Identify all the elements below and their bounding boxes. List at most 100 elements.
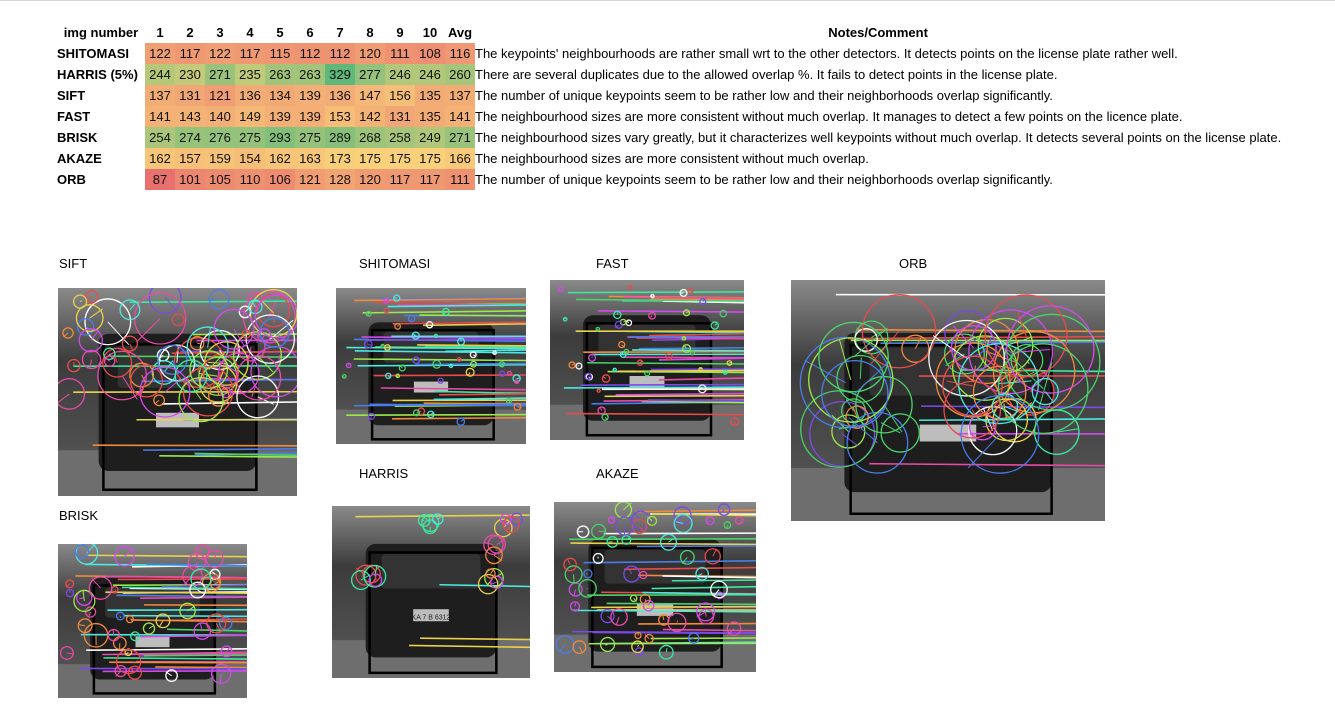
note-cell: The number of unique keypoints seem to b… — [475, 88, 1053, 103]
count-cell: 246 — [385, 64, 415, 85]
image-orb — [791, 280, 1105, 521]
table-header-row: img number 1 2 3 4 5 6 7 8 9 10 Avg Note… — [57, 22, 1281, 43]
count-cell: 173 — [325, 148, 355, 169]
detector-name: FAST — [57, 109, 91, 124]
count-cell: 110 — [235, 169, 265, 190]
table-row: SIFT 137 131 121 136 134 139 136 147 156 135 137 The… — [57, 85, 1281, 106]
count-cell: 131 — [385, 106, 415, 127]
count-cell: 117 — [175, 43, 205, 64]
count-cell: 87 — [145, 169, 175, 190]
count-cell: 230 — [175, 64, 205, 85]
count-cell: 135 — [415, 106, 445, 127]
image-akaze — [554, 502, 756, 672]
avg-cell: 260 — [445, 64, 475, 85]
count-cell: 268 — [355, 127, 385, 148]
count-cell: 246 — [415, 64, 445, 85]
count-cell: 175 — [415, 148, 445, 169]
count-cell: 275 — [295, 127, 325, 148]
count-cell: 293 — [265, 127, 295, 148]
header-col: 2 — [186, 25, 194, 40]
count-cell: 162 — [145, 148, 175, 169]
avg-cell: 271 — [445, 127, 475, 148]
top-divider — [0, 0, 1335, 1]
count-cell: 117 — [235, 43, 265, 64]
note-cell: The keypoints' neighbourhoods are rather… — [475, 46, 1178, 61]
count-cell: 117 — [385, 169, 415, 190]
count-cell: 139 — [265, 106, 295, 127]
detector-name: AKAZE — [57, 151, 102, 166]
count-cell: 142 — [355, 106, 385, 127]
header-col: 9 — [396, 25, 404, 40]
note-cell: There are several duplicates due to the … — [475, 67, 1058, 82]
header-notes: Notes/Comment — [828, 25, 928, 40]
count-cell: 289 — [325, 127, 355, 148]
count-cell: 108 — [415, 43, 445, 64]
note-cell: The neighbourhood sizes are more consist… — [475, 151, 869, 166]
count-cell: 128 — [325, 169, 355, 190]
count-cell: 106 — [265, 169, 295, 190]
count-cell: 163 — [295, 148, 325, 169]
table-row: ORB 87 101 105 110 106 121 128 120 117 117 111 The n… — [57, 169, 1281, 190]
header-col: 6 — [306, 25, 314, 40]
count-cell: 254 — [145, 127, 175, 148]
header-col: 1 — [156, 25, 164, 40]
count-cell: 122 — [145, 43, 175, 64]
count-cell: 115 — [265, 43, 295, 64]
count-cell: 263 — [265, 64, 295, 85]
table-row: AKAZE 162 157 159 154 162 163 173 175 175 175 166 Th… — [57, 148, 1281, 169]
count-cell: 141 — [145, 106, 175, 127]
caption-sift: SIFT — [59, 256, 88, 271]
table-row: FAST 141 143 140 149 139 139 153 142 131 135 141 The… — [57, 106, 1281, 127]
count-cell: 143 — [175, 106, 205, 127]
count-cell: 105 — [205, 169, 235, 190]
table-row: HARRIS (5%) 244 230 271 235 263 263 329 277 246 24… — [57, 64, 1281, 85]
image-fast — [550, 280, 744, 440]
count-cell: 136 — [235, 85, 265, 106]
count-cell: 153 — [325, 106, 355, 127]
header-col-avg: Avg — [447, 25, 473, 40]
header-col: 5 — [276, 25, 284, 40]
count-cell: 159 — [205, 148, 235, 169]
count-cell: 157 — [175, 148, 205, 169]
count-cell: 137 — [145, 85, 175, 106]
count-cell: 175 — [355, 148, 385, 169]
caption-brisk: BRISK — [59, 508, 99, 523]
count-cell: 175 — [385, 148, 415, 169]
count-cell: 122 — [205, 43, 235, 64]
count-cell: 111 — [385, 43, 415, 64]
image-shitomasi — [336, 288, 526, 444]
count-cell: 139 — [295, 106, 325, 127]
count-cell: 135 — [415, 85, 445, 106]
avg-cell: 111 — [445, 169, 475, 190]
count-cell: 258 — [385, 127, 415, 148]
license-plate-text: KA 7 B 6312 — [412, 615, 451, 622]
count-cell: 154 — [235, 148, 265, 169]
detector-name: SIFT — [57, 88, 86, 103]
image-harris: KA 7 B 6312 — [332, 506, 530, 678]
count-cell: 121 — [295, 169, 325, 190]
avg-cell: 116 — [445, 43, 475, 64]
count-cell: 276 — [205, 127, 235, 148]
note-cell: The neighbourhood sizes are more consist… — [475, 109, 1183, 124]
avg-cell: 141 — [445, 106, 475, 127]
count-cell: 149 — [235, 106, 265, 127]
count-cell: 263 — [295, 64, 325, 85]
count-cell: 112 — [325, 43, 355, 64]
count-cell: 329 — [325, 64, 355, 85]
avg-cell: 166 — [445, 148, 475, 169]
header-img-number: img number — [63, 25, 139, 40]
table-row: SHITOMASI 122 117 122 117 115 112 112 120 111 108 1… — [57, 43, 1281, 64]
count-cell: 101 — [175, 169, 205, 190]
count-cell: 139 — [295, 85, 325, 106]
image-brisk — [58, 544, 247, 698]
count-cell: 120 — [355, 169, 385, 190]
count-cell: 244 — [145, 64, 175, 85]
image-sift — [58, 288, 297, 496]
detector-name: BRISK — [57, 130, 98, 145]
keypoint-table: img number 1 2 3 4 5 6 7 8 9 10 Avg Note… — [57, 22, 1281, 190]
caption-harris: HARRIS — [359, 466, 409, 481]
count-cell: 117 — [415, 169, 445, 190]
count-cell: 274 — [175, 127, 205, 148]
count-cell: 249 — [415, 127, 445, 148]
count-cell: 275 — [235, 127, 265, 148]
